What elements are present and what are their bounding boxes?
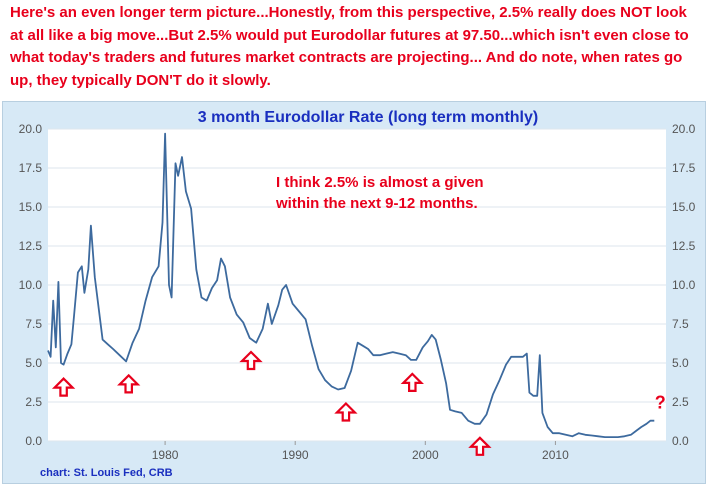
xtick-label-3: 2010: [542, 448, 569, 462]
chart-title: 3 month Eurodollar Rate (long term month…: [198, 109, 538, 126]
xtick-label-1: 1990: [282, 448, 309, 462]
ytick-left-label-7: 17.5: [19, 161, 43, 175]
arrow-markers: [51, 350, 492, 456]
ytick-left-label-0: 0.0: [25, 434, 42, 448]
question-mark: ?: [655, 393, 666, 413]
ytick-left-label-1: 2.5: [25, 395, 42, 409]
headline-commentary: Here's an even longer term picture...Hon…: [10, 4, 689, 89]
ytick-right-label-5: 12.5: [672, 239, 696, 253]
grid-layer: [48, 128, 666, 442]
ytick-right-label-2: 5.0: [672, 356, 689, 370]
ytick-right-label-3: 7.5: [672, 317, 689, 331]
up-arrow-icon-0: [51, 377, 76, 397]
up-arrow-icon-2: [239, 350, 263, 371]
up-arrow-icon-5: [468, 436, 492, 456]
xtick-label-2: 2000: [412, 448, 439, 462]
y-axis-left: 0.0 2.5 5.0 7.5 10.0 12.5 15.0 17.5 20.0: [19, 122, 43, 448]
up-arrow-icon-4: [400, 372, 424, 392]
ytick-right-label-6: 15.0: [672, 200, 696, 214]
ytick-right-label-0: 0.0: [672, 434, 689, 448]
y-axis-right: 0.0 2.5 5.0 7.5 10.0 12.5 15.0 17.5 20.0: [672, 122, 696, 448]
up-arrow-icon-3: [334, 401, 358, 422]
ytick-right-label-8: 20.0: [672, 122, 696, 136]
ytick-left-label-5: 12.5: [19, 239, 43, 253]
x-axis: 1980 1990 2000 2010: [152, 441, 569, 462]
annotation-line-2: within the next 9-12 months.: [275, 195, 478, 212]
ytick-left-label-6: 15.0: [19, 200, 43, 214]
ytick-left-label-4: 10.0: [19, 278, 43, 292]
ytick-left-label-8: 20.0: [19, 122, 43, 136]
xtick-label-0: 1980: [152, 448, 179, 462]
annotation-text: I think 2.5% is almost a given within th…: [275, 174, 488, 212]
ytick-right-label-4: 10.0: [672, 278, 696, 292]
ytick-left-label-3: 7.5: [25, 317, 42, 331]
ytick-right-label-7: 17.5: [672, 161, 696, 175]
chart-credit: chart: St. Louis Fed, CRB: [40, 467, 173, 479]
series-line: [47, 132, 655, 438]
annotation-line-1: I think 2.5% is almost a given: [276, 174, 484, 191]
ytick-right-label-1: 2.5: [672, 395, 689, 409]
up-arrow-icon-1: [117, 373, 141, 394]
ytick-left-label-2: 5.0: [25, 356, 42, 370]
